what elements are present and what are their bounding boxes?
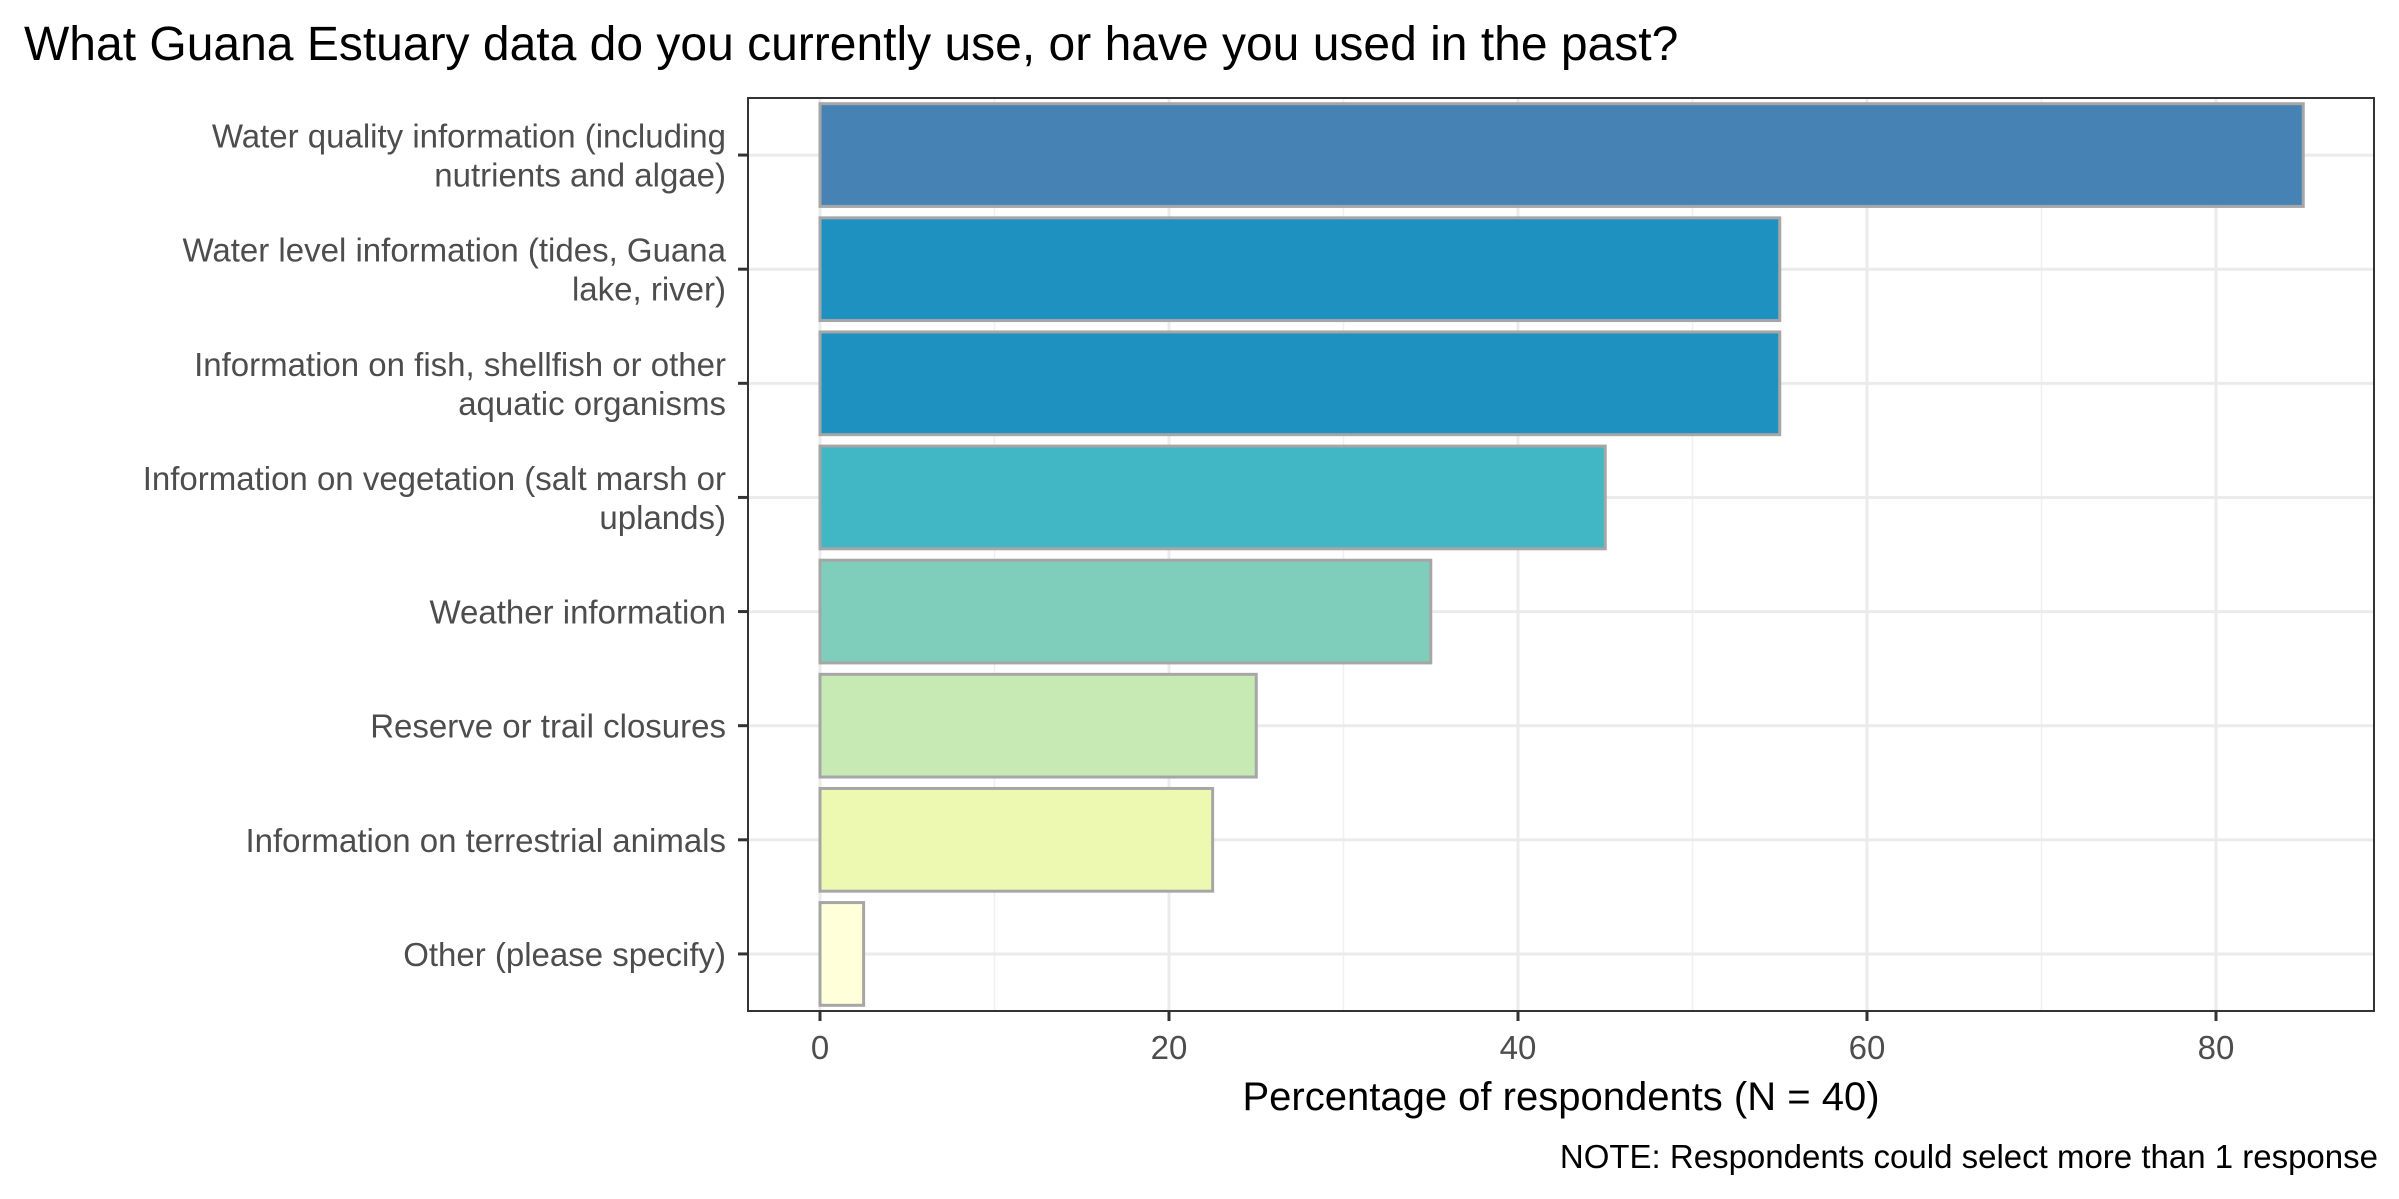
x-tick-label: 40 <box>1500 1029 1537 1066</box>
bars-layer <box>818 102 2305 1007</box>
chart-title: What Guana Estuary data do you currently… <box>24 18 1678 71</box>
bar <box>818 444 1607 551</box>
y-tick-label: nutrients and algae) <box>434 157 726 194</box>
y-tick-label: uplands) <box>599 499 726 536</box>
y-axis: Water quality information (includingnutr… <box>143 118 748 973</box>
x-tick-label: 60 <box>1849 1029 1886 1066</box>
y-tick-label: Information on fish, shellfish or other <box>194 346 726 383</box>
x-axis: 0 20 40 60 80 <box>811 1011 2235 1066</box>
x-tick-label: 0 <box>811 1029 829 1066</box>
x-axis-title: Percentage of respondents (N = 40) <box>1242 1075 1879 1119</box>
y-tick-label: lake, river) <box>572 271 726 308</box>
y-tick-label: Water level information (tides, Guana <box>182 232 726 269</box>
y-tick-label: Other (please specify) <box>403 936 726 973</box>
y-tick-label: Information on vegetation (salt marsh or <box>143 460 726 497</box>
bar <box>818 102 2305 208</box>
bar <box>818 330 1782 437</box>
bar <box>818 786 1215 893</box>
x-tick-label: 80 <box>2198 1029 2235 1066</box>
y-tick-label: Information on terrestrial animals <box>245 822 726 859</box>
bar <box>818 901 866 1007</box>
bar <box>818 558 1433 665</box>
bar <box>818 216 1782 323</box>
plot-border <box>747 97 2375 1012</box>
chart-note: NOTE: Respondents could select more than… <box>1560 1138 2378 1175</box>
y-tick-label: aquatic organisms <box>458 385 726 422</box>
y-tick-label: Weather information <box>429 594 726 631</box>
x-tick-label: 20 <box>1151 1029 1188 1066</box>
bar <box>818 672 1258 779</box>
y-tick-label: Water quality information (including <box>212 118 726 155</box>
y-tick-label: Reserve or trail closures <box>370 708 726 745</box>
